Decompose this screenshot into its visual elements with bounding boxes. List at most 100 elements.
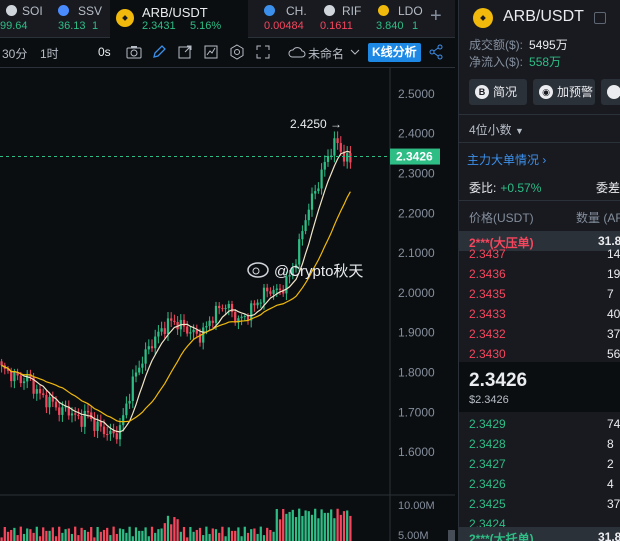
volume-bar [96,526,99,541]
ticker-tab-ch[interactable]: CH. 0.00484 [258,0,314,38]
volume-bar [154,532,157,541]
candle-body [224,308,227,310]
candle-body [278,288,282,290]
candle-body [269,291,272,294]
candle-body [339,143,342,152]
overview-button[interactable]: B 简况 [469,79,527,105]
candle-body [35,389,38,394]
indicator-icon[interactable] [203,44,219,60]
volume-bar [128,526,131,541]
ticker-tab-arb-usdt[interactable]: ARB/USDT 2.3431 5.16% [110,0,248,38]
interval-1h[interactable]: 1时 [40,47,59,61]
volume-bar [246,532,250,541]
big-sell-order: 2***(大压单) 31.8 [459,231,620,251]
ticker-tab-price: 3.840 [376,20,404,32]
camera-icon[interactable] [126,44,142,60]
big-buy-price: 2***(大托单) [469,532,534,541]
candle-body [314,191,317,194]
volume-bar [275,509,278,541]
ticker-tab-price: 99.64 [0,20,28,32]
pencil-icon[interactable] [151,44,167,60]
ask-row[interactable]: 2.3436 19 [459,265,620,285]
price-axis-label: 1.6000 [398,445,435,459]
bid-qty: 74 [607,417,620,431]
add-alert-label: 加预警 [557,85,594,99]
ask-row[interactable]: 2.3435 7 [459,285,620,305]
candle-body [326,155,330,162]
ticker-tab-ssv[interactable]: SSV 36.13 1 [52,0,104,38]
candle-body [138,367,141,373]
chart-canvas[interactable]: 2.5000 2.4000 2.3000 2.2000 2.1000 2.0000 1.90… [0,68,455,541]
volume-bar [291,509,294,541]
candle-body [282,289,285,294]
candle-body [106,434,109,436]
big-orders-link[interactable]: 主力大单情况 › [467,151,546,168]
ticker-tab-name: CH. [286,4,307,18]
ticker-tab-change: 5.16% [190,20,222,32]
ask-price: 2.3436 [469,267,506,281]
bid-row[interactable]: 2.3426 4 [459,475,620,495]
volume-bar [118,528,122,541]
volume-bar [227,527,230,541]
bid-row[interactable]: 2.3425 37 [459,495,620,515]
kline-analysis-button[interactable]: K线分析 [368,43,421,62]
volume-bar [13,527,16,541]
add-tab-button[interactable]: + [430,5,442,27]
last-price-block: 2.3426 $2.3426 [459,362,620,412]
ticker-tab-rif[interactable]: RIF 0.1611 [318,0,370,38]
ask-row[interactable]: 2.3437 14 [459,245,620,265]
interval-30m[interactable]: 30分 [2,47,28,61]
fullscreen-icon[interactable] [255,44,271,60]
chart-scrollbar[interactable] [448,530,455,541]
candlestick-chart[interactable]: 2.5000 2.4000 2.3000 2.2000 2.1000 2.0000 1.90… [0,68,455,541]
bid-row[interactable]: 2.3427 2 [459,455,620,475]
ask-row[interactable]: 2.3432 37 [459,325,620,345]
ask-row[interactable]: 2.3433 40 [459,305,620,325]
volume-bar [173,517,176,541]
candle-body [77,414,80,416]
interval-0s[interactable]: 0s [98,45,111,59]
ticker-tab-soi[interactable]: SOI 99.64 [0,0,52,38]
candle-body [310,193,314,210]
volume-bar [253,528,256,541]
ask-row[interactable]: 2.3430 56 [459,345,620,365]
candle-body [13,372,16,382]
chevron-down-icon[interactable] [350,44,360,60]
volume-bar [208,533,211,541]
candle-body [214,305,218,323]
popout-icon[interactable] [177,44,193,60]
volume-bar [26,528,29,541]
ticker-tab-price: 0.1611 [320,20,353,32]
ma-short-line [1,150,351,433]
bid-row[interactable]: 2.3428 8 [459,435,620,455]
volume-bar [90,526,93,541]
inflow-row: 净流入($): 558万 [469,53,561,70]
volume-bar [317,518,320,541]
candle-body [160,328,163,332]
share-icon[interactable] [428,44,444,60]
candle-body [125,403,128,416]
volume-bar [221,526,224,541]
volume-bar [150,526,154,541]
volume-bar [336,508,339,541]
volume-bar [205,526,208,541]
layout-name[interactable]: 未命名 [308,47,345,61]
volume-bar [106,527,109,541]
candle-body [26,373,29,382]
settings-icon[interactable] [229,44,245,60]
volume-bar [211,528,214,541]
price-axis-label: 2.4000 [398,127,435,141]
ticker-tab-ldo[interactable]: LDO 3.840 1 [372,0,424,38]
more-button[interactable] [601,79,620,105]
copy-icon[interactable] [594,12,606,24]
cloud-icon[interactable] [288,44,306,60]
candle-body [128,400,131,404]
add-alert-button[interactable]: ◉ 加预警 [533,79,595,105]
decimals-dropdown[interactable]: 4位小数 ▼ [469,121,524,138]
volume-bar [35,526,38,541]
volume-bar [179,531,182,541]
volume-bar [64,529,67,541]
volume-bar [58,526,61,541]
panel-title: ARB/USDT [503,8,584,25]
bid-row[interactable]: 2.3429 74 [459,415,620,435]
